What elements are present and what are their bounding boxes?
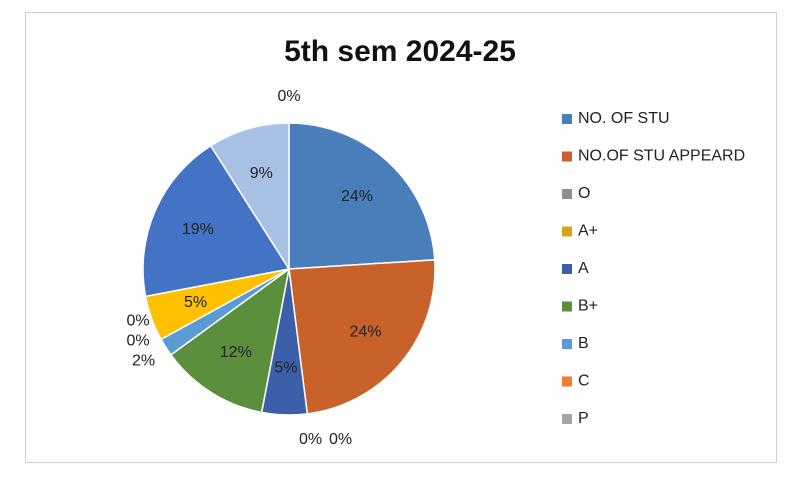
data-label: 0% xyxy=(299,431,322,448)
data-label: 12% xyxy=(220,344,252,361)
legend-swatch xyxy=(562,339,572,349)
legend-label: C xyxy=(578,373,590,390)
legend-label: NO.OF STU APPEARD xyxy=(578,148,745,165)
pie-slice xyxy=(288,122,436,270)
legend-swatch xyxy=(562,114,572,124)
data-label: 24% xyxy=(349,324,381,341)
legend-label: B+ xyxy=(578,298,598,315)
data-label: 0% xyxy=(277,88,300,105)
data-label: 9% xyxy=(250,165,273,182)
data-label: 19% xyxy=(182,221,214,238)
data-label: 2% xyxy=(132,353,155,370)
data-label: 24% xyxy=(341,188,373,205)
chart-title: 5th sem 2024-25 xyxy=(284,35,516,68)
data-label: 0% xyxy=(126,313,149,330)
legend-swatch xyxy=(562,264,572,274)
data-label: 0% xyxy=(126,333,149,350)
legend-swatch xyxy=(562,301,572,312)
pie-slice xyxy=(142,144,291,298)
legend-label: P xyxy=(578,410,589,427)
data-label: 0% xyxy=(329,431,352,448)
legend-swatch xyxy=(562,189,572,199)
legend-label: B xyxy=(578,335,589,352)
legend-label: A xyxy=(578,260,589,277)
data-label: 5% xyxy=(184,294,207,311)
pie-slice xyxy=(209,122,290,272)
pie-slice xyxy=(169,267,291,414)
legend-label: O xyxy=(578,185,590,202)
legend-swatch xyxy=(562,376,572,387)
legend-swatch xyxy=(562,226,572,237)
legend-label: A+ xyxy=(578,223,598,240)
legend-swatch xyxy=(562,414,572,424)
legend-label: NO. OF STU xyxy=(578,110,670,127)
pie-slice xyxy=(288,259,436,415)
legend-swatch xyxy=(562,151,572,162)
data-label: 5% xyxy=(274,359,297,376)
